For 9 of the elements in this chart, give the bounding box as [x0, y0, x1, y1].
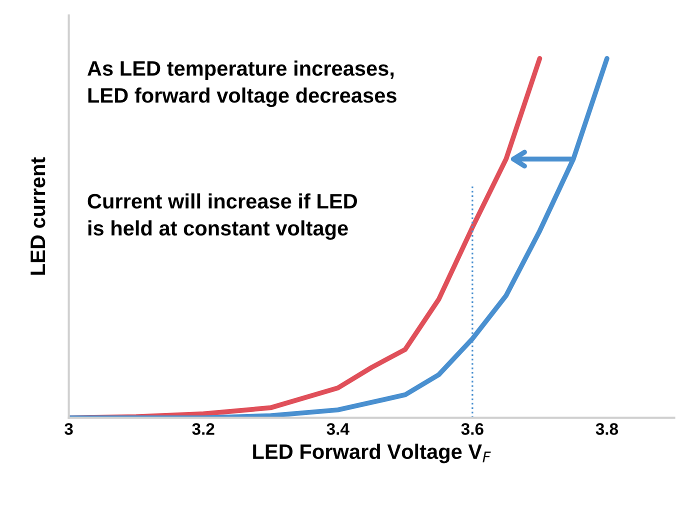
x-tick-label: 3.4 [326, 423, 350, 435]
annotation: As LED temperature increases, LED forward voltage decreases [87, 60, 396, 108]
x-tick-label: 3 [64, 423, 73, 435]
x-tick-label: 3.6 [461, 423, 484, 435]
x-tick-label: 3.2 [192, 423, 214, 435]
y-axis-title: LED current [30, 157, 46, 275]
annotation: Current will increase if LED is held at constant voltage [88, 193, 357, 240]
x-tick-label: 3.8 [596, 423, 618, 435]
x-axis-title: LED Forward Voltage V$_{F}$ [253, 444, 491, 464]
